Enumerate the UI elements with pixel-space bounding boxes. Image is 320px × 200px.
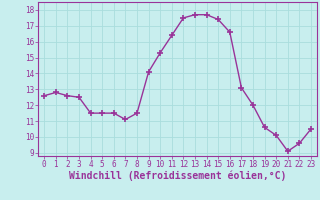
X-axis label: Windchill (Refroidissement éolien,°C): Windchill (Refroidissement éolien,°C) xyxy=(69,171,286,181)
